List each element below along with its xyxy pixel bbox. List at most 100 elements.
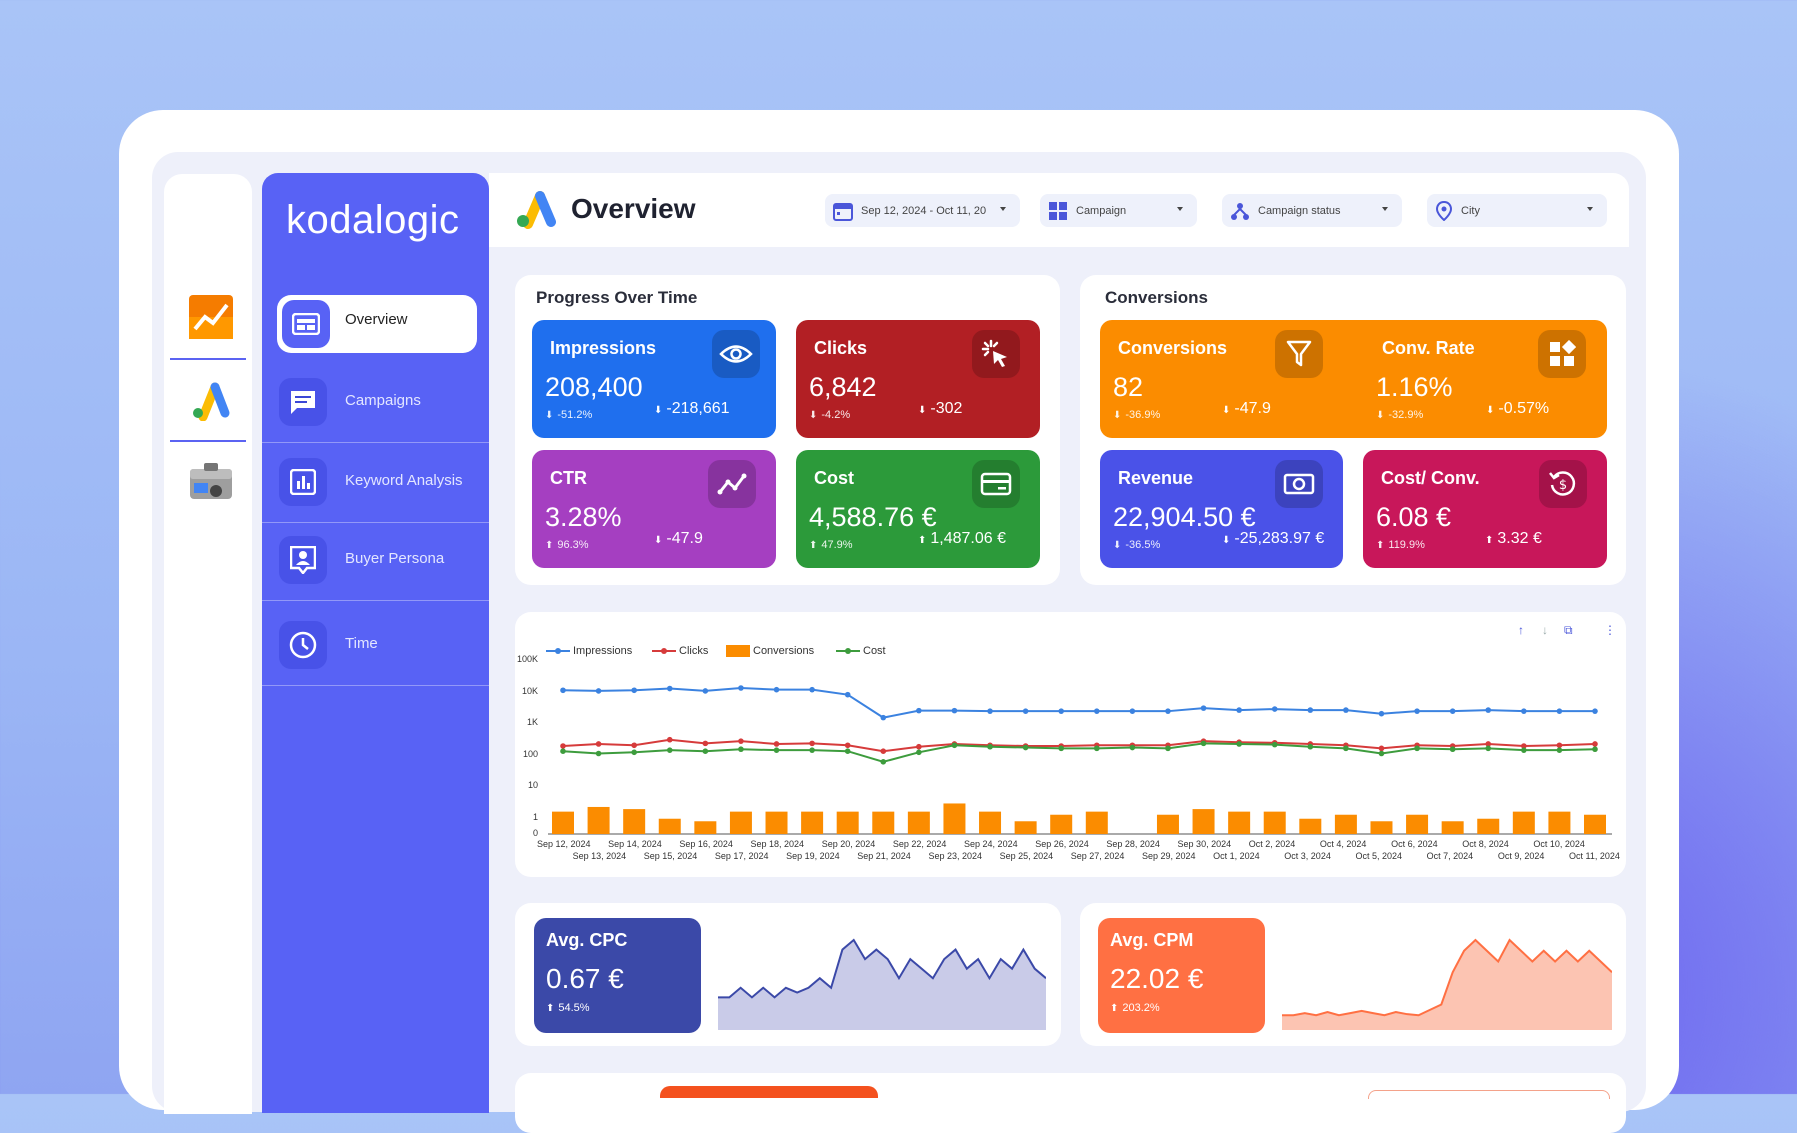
- x-tick-label: Sep 17, 2024: [714, 851, 769, 861]
- clicks-point: [1521, 743, 1527, 749]
- conversions-bar: [1406, 814, 1429, 834]
- y-tick-label: 10: [527, 780, 538, 791]
- conversions-bar: [1334, 814, 1357, 834]
- impressions-point: [1343, 707, 1349, 713]
- nav-item-campaigns[interactable]: Campaigns: [262, 362, 489, 443]
- persona-icon: [279, 536, 327, 584]
- impressions-point: [1378, 710, 1385, 717]
- campaign-filter[interactable]: Campaign: [1040, 194, 1197, 227]
- conversions-bar: [836, 811, 859, 834]
- campaign-status-filter[interactable]: Campaign status: [1222, 194, 1402, 227]
- cost-point: [1378, 750, 1385, 757]
- search-console-icon[interactable]: [170, 454, 252, 512]
- cost-point: [1093, 745, 1100, 752]
- cost-point: [1485, 745, 1492, 752]
- chevron-down-icon: [1587, 207, 1593, 211]
- page-title: Overview: [571, 193, 696, 224]
- card-value: 82: [1113, 372, 1144, 402]
- impressions-point: [987, 708, 993, 714]
- google-ads-icon[interactable]: [170, 372, 252, 430]
- city-filter[interactable]: City: [1427, 194, 1607, 227]
- location-pin-icon: [1435, 200, 1453, 221]
- conversions-bar: [1477, 818, 1500, 834]
- impressions-point: [631, 687, 637, 694]
- card-value: 4,588.76 €: [809, 502, 937, 532]
- analytics-icon[interactable]: [170, 288, 252, 346]
- x-tick-label: Sep 23, 2024: [928, 851, 982, 861]
- eye-icon: [712, 330, 760, 378]
- impressions-point: [1271, 706, 1278, 712]
- refund-icon: $: [1539, 460, 1587, 508]
- legend-impressions: Impressions: [546, 645, 632, 657]
- nav-item-buyer-persona[interactable]: Buyer Persona: [262, 520, 489, 601]
- cost-point: [1307, 743, 1314, 750]
- date-range-filter[interactable]: Sep 12, 2024 - Oct 11, 2024: [825, 194, 1020, 227]
- card-percent: ⬇ -36.5%: [1113, 539, 1161, 551]
- rail-divider: [170, 440, 246, 442]
- cost-point: [1414, 745, 1420, 752]
- x-tick-label: Oct 2, 2024: [1248, 839, 1296, 849]
- impressions-point: [916, 707, 922, 714]
- cost-point: [880, 759, 887, 765]
- card-percent: ⬆ 47.9%: [809, 539, 853, 551]
- card-title: Cost/ Conv.: [1381, 468, 1480, 488]
- impressions-point: [880, 714, 887, 721]
- impressions-point: [666, 685, 673, 692]
- x-tick-label: Sep 21, 2024: [857, 851, 911, 861]
- card-delta: ⬇ -302: [918, 400, 963, 417]
- impressions-point: [702, 688, 709, 694]
- card-title: CTR: [550, 468, 587, 488]
- drill-down-icon[interactable]: ⧉: [1564, 623, 1573, 637]
- impressions-point: [773, 686, 780, 693]
- x-tick-label: Sep 14, 2024: [608, 839, 662, 849]
- sort-ascending-icon[interactable]: ↑: [1518, 623, 1524, 637]
- campaign-status-label: Campaign status: [1258, 204, 1341, 217]
- conversions-bar: [1370, 821, 1393, 834]
- card-title: Impressions: [550, 338, 657, 358]
- nav-item-overview[interactable]: Overview: [262, 281, 489, 361]
- card-delta: ⬇ -218,661: [654, 400, 730, 417]
- impressions-card: Impressions 208,400 ⬇ -51.2% ⬇ -218,661: [532, 320, 776, 438]
- timeseries-chart: [548, 685, 1612, 835]
- y-tick-label: 0: [532, 828, 538, 838]
- cost-point: [666, 747, 673, 753]
- nav-item-keyword-analysis[interactable]: Keyword Analysis: [262, 442, 489, 523]
- x-tick-label: Oct 3, 2024: [1284, 851, 1331, 861]
- card-percent: ⬇ -36.9%: [1113, 409, 1161, 421]
- x-tick-label: Sep 19, 2024: [786, 851, 840, 861]
- conversions-bar: [587, 806, 610, 834]
- cost-point: [916, 749, 922, 756]
- card-percent: ⬆ 203.2%: [1110, 1002, 1160, 1014]
- card-delta: ⬇ -47.9: [654, 530, 703, 547]
- more-options-icon[interactable]: ⋮: [1604, 623, 1616, 637]
- sparkline-area: [1282, 940, 1612, 1030]
- conversions-bar: [872, 811, 895, 834]
- conversions-bar: [979, 811, 1002, 834]
- cost-point: [1022, 744, 1029, 751]
- clicks-point: [844, 742, 851, 749]
- impressions-point: [595, 688, 602, 694]
- x-tick-label: Sep 15, 2024: [643, 851, 698, 861]
- clicks-point: [738, 738, 744, 744]
- conversions-bar: [1263, 811, 1286, 834]
- chat-icon: [279, 378, 327, 426]
- nav-item-time[interactable]: Time: [262, 605, 489, 686]
- impressions-series-line: [562, 686, 1595, 719]
- card-value: 3.28%: [545, 502, 622, 532]
- calendar-icon: [833, 201, 853, 221]
- sort-descending-icon[interactable]: ↓: [1542, 623, 1548, 637]
- conversions-bar: [1441, 821, 1464, 834]
- impressions-point: [1093, 708, 1100, 714]
- x-tick-label: Oct 7, 2024: [1426, 851, 1474, 861]
- cost-point: [702, 748, 709, 754]
- campaign-filter-label: Campaign: [1076, 204, 1127, 217]
- legend-cost: Cost: [836, 645, 886, 657]
- y-tick-label: 100: [522, 748, 538, 759]
- x-tick-label: Oct 8, 2024: [1462, 839, 1509, 849]
- chevron-down-icon: [1177, 207, 1183, 211]
- cost-point: [1556, 747, 1563, 753]
- widgets-icon: [1538, 330, 1586, 378]
- x-tick-label: Oct 10, 2024: [1533, 839, 1585, 849]
- impressions-point: [951, 707, 958, 714]
- conversions-bar: [623, 809, 646, 834]
